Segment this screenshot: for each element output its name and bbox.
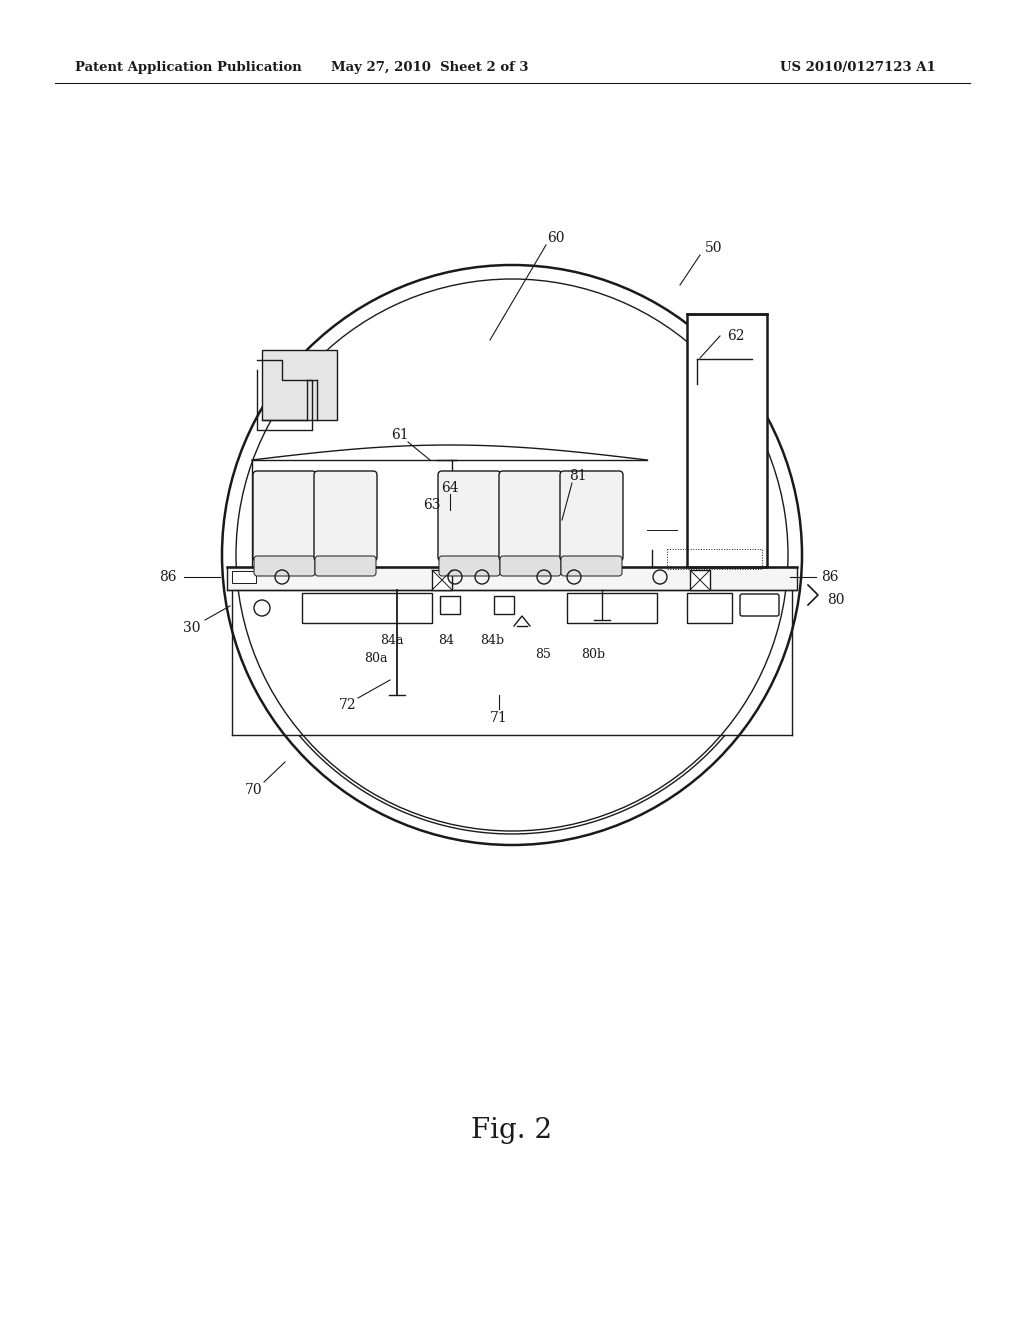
FancyBboxPatch shape [500,556,561,576]
Bar [322,558,332,568]
FancyBboxPatch shape [740,594,779,616]
FancyBboxPatch shape [439,556,500,576]
Text: 63: 63 [423,498,440,512]
Text: 84b: 84b [480,635,504,648]
Text: 86: 86 [821,570,839,583]
Text: 86: 86 [160,570,177,583]
Text: US 2010/0127123 A1: US 2010/0127123 A1 [780,62,936,74]
Text: 80a: 80a [365,652,388,664]
FancyBboxPatch shape [560,471,623,561]
Text: 85: 85 [536,648,551,661]
FancyBboxPatch shape [438,471,501,561]
Bar [690,570,710,590]
FancyBboxPatch shape [254,556,315,576]
Text: 80b: 80b [581,648,605,661]
FancyBboxPatch shape [315,556,376,576]
Text: May 27, 2010  Sheet 2 of 3: May 27, 2010 Sheet 2 of 3 [331,62,528,74]
Text: 72: 72 [339,698,356,711]
Text: 50: 50 [706,242,723,255]
Text: 84: 84 [438,635,454,648]
Bar [227,568,797,590]
Bar [232,572,256,583]
Text: 70: 70 [245,783,263,797]
Text: 80: 80 [827,593,845,607]
Text: Fig. 2: Fig. 2 [471,1117,553,1143]
Bar [500,557,512,568]
Text: 61: 61 [391,428,409,442]
Text: Patent Application Publication: Patent Application Publication [75,62,302,74]
Bar [687,593,732,623]
Bar [432,570,452,590]
Bar [667,549,762,569]
Bar [440,597,460,614]
Bar [687,314,767,568]
Bar [262,350,337,420]
Bar [567,593,657,623]
FancyBboxPatch shape [499,471,562,561]
Bar [302,593,432,623]
Text: 71: 71 [490,711,508,725]
Bar [352,558,362,568]
Text: 84a: 84a [380,635,403,648]
FancyBboxPatch shape [253,471,316,561]
Text: 81: 81 [569,469,587,483]
Text: 64: 64 [441,480,459,495]
FancyBboxPatch shape [314,471,377,561]
Bar [494,597,514,614]
FancyBboxPatch shape [561,556,622,576]
Text: 30: 30 [183,620,201,635]
Bar [292,558,302,568]
Text: 60: 60 [547,231,565,246]
Text: 62: 62 [727,329,744,343]
